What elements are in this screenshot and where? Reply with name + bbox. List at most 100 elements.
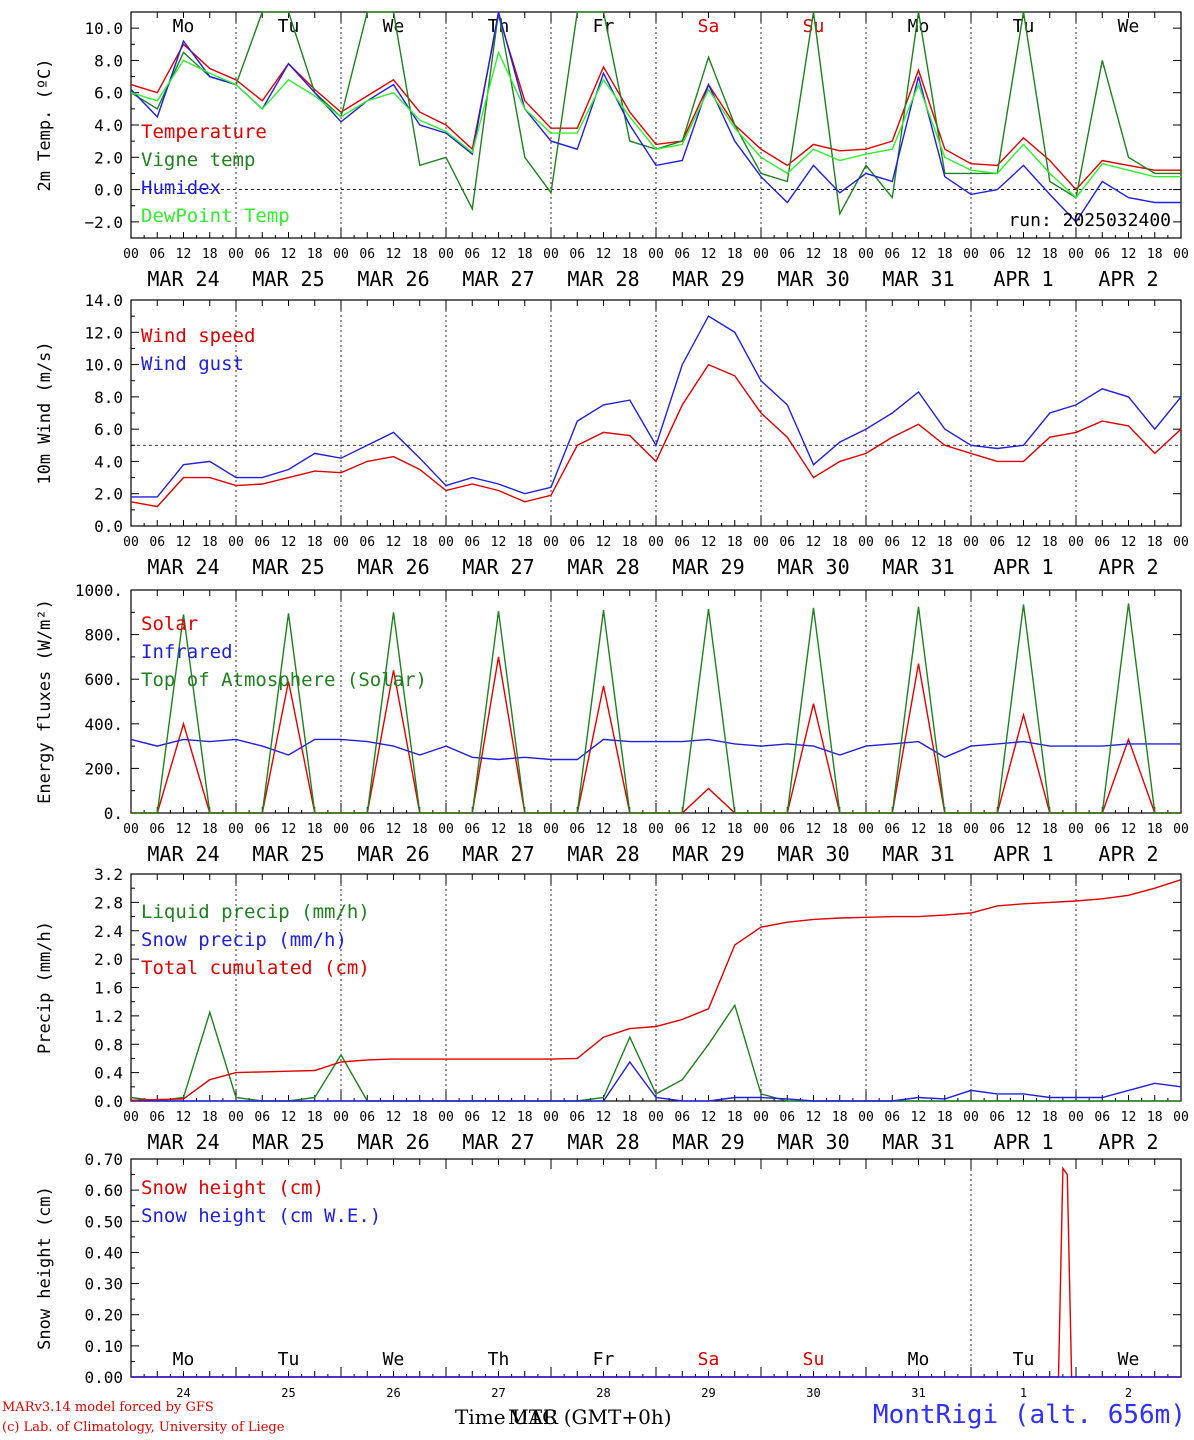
x-hour-label: 12 <box>596 822 612 837</box>
x-hour-label: 00 <box>753 822 769 837</box>
x-hour-label: 00 <box>228 822 244 837</box>
x-hour-label: 00 <box>333 1110 349 1125</box>
x-hour-label: 00 <box>753 1110 769 1125</box>
y-axis-label: Snow height (cm) <box>35 1186 55 1350</box>
y-tick-label: 2.4 <box>94 922 123 941</box>
x-hour-label: 06 <box>989 535 1005 550</box>
x-hour-label: 06 <box>884 1110 900 1125</box>
series-line-total-cumulated-cm- <box>130 879 1182 1101</box>
y-tick-label: 8.0 <box>94 388 123 407</box>
weekday-label: We <box>1118 16 1140 37</box>
x-hour-label: 00 <box>543 535 559 550</box>
legend-entry: Infrared <box>141 641 233 663</box>
y-tick-label: 0.20 <box>84 1306 123 1325</box>
y-tick-label: 200. <box>84 759 123 778</box>
x-hour-label: 18 <box>727 1110 743 1125</box>
x-hour-label: 06 <box>254 1110 270 1125</box>
y-tick-label: 400. <box>84 715 123 734</box>
x-hour-label: 18 <box>412 822 428 837</box>
x-hour-label: 12 <box>1121 822 1137 837</box>
x-hour-label: 06 <box>989 247 1005 262</box>
run-annotation: run: 2025032400 <box>1008 210 1171 231</box>
series-line-dewpoint-temp <box>130 50 1181 199</box>
weekday-label: We <box>383 1349 405 1370</box>
x-date-label: MAR 27 <box>462 555 534 579</box>
x-hour-label: 00 <box>1173 1110 1189 1125</box>
x-date-label: MAR 29 <box>672 555 744 579</box>
y-axis-label: Energy fluxes (W/m²) <box>35 599 55 804</box>
x-hour-label: 00 <box>1173 247 1189 262</box>
x-date-label: APR 1 <box>993 1130 1053 1154</box>
x-hour-label: 12 <box>701 1110 717 1125</box>
y-axis-label: Precip (mm/h) <box>35 921 55 1054</box>
x-hour-label: 00 <box>648 822 664 837</box>
lab-credit: (c) Lab. of Climatology, University of L… <box>2 1420 285 1435</box>
y-tick-label: 0.4 <box>94 1064 123 1083</box>
x-hour-label: 12 <box>491 247 507 262</box>
x-hour-label: 06 <box>1094 1110 1110 1125</box>
x-hour-label: 18 <box>727 535 743 550</box>
x-hour-label: 06 <box>989 1110 1005 1125</box>
x-hour-label: 00 <box>753 535 769 550</box>
x-date-label: APR 2 <box>1098 842 1158 866</box>
x-hour-label: 00 <box>543 822 559 837</box>
x-date-label: MAR 24 <box>147 1130 219 1154</box>
x-date-label: MAR 26 <box>357 1130 429 1154</box>
x-hour-label: 00 <box>648 1110 664 1125</box>
x-hour-label: 18 <box>622 247 638 262</box>
x-hour-label: 18 <box>622 535 638 550</box>
x-hour-label: 06 <box>779 535 795 550</box>
x-hour-label: 06 <box>674 247 690 262</box>
x-hour-label: 18 <box>307 247 323 262</box>
x-date-label: APR 2 <box>1098 267 1158 291</box>
x-date-label: MAR 28 <box>567 842 639 866</box>
series-line-snow-precip-mm-h- <box>131 1060 1182 1102</box>
legend-entry: Wind gust <box>141 353 244 375</box>
y-tick-label: 0.60 <box>84 1181 123 1200</box>
x-hour-label: 12 <box>281 822 297 837</box>
day-number-label: 1 <box>1020 1386 1027 1400</box>
x-hour-label: 12 <box>806 247 822 262</box>
y-axis-label: 2m Temp. (ºC) <box>35 58 55 191</box>
plot-frame <box>130 299 1182 527</box>
y-tick-label: −2.0 <box>84 213 123 232</box>
x-hour-label: 12 <box>806 535 822 550</box>
x-hour-label: 12 <box>386 247 402 262</box>
x-hour-label: 00 <box>438 535 454 550</box>
x-hour-label: 18 <box>1042 822 1058 837</box>
y-tick-label: 1.6 <box>94 979 123 998</box>
x-hour-label: 00 <box>858 1110 874 1125</box>
x-hour-label: 18 <box>1042 247 1058 262</box>
x-hour-label: 06 <box>359 535 375 550</box>
x-hour-label: 00 <box>858 822 874 837</box>
x-date-label: MAR 29 <box>672 842 744 866</box>
x-hour-label: 12 <box>176 822 192 837</box>
x-date-label: MAR 27 <box>462 842 534 866</box>
x-date-label: APR 2 <box>1098 1130 1158 1154</box>
x-hour-label: 00 <box>1068 1110 1084 1125</box>
x-hour-label: 06 <box>884 247 900 262</box>
x-hour-label: 00 <box>963 1110 979 1125</box>
y-tick-label: 0.0 <box>94 181 123 200</box>
x-hour-label: 12 <box>386 535 402 550</box>
x-hour-label: 12 <box>176 247 192 262</box>
x-hour-label: 06 <box>779 822 795 837</box>
series-line-temperature <box>130 14 1181 191</box>
legend-entry: Humidex <box>141 177 221 199</box>
x-hour-label: 00 <box>1068 247 1084 262</box>
x-date-label: MAR 27 <box>462 1130 534 1154</box>
x-hour-label: 06 <box>674 535 690 550</box>
y-tick-label: 6.0 <box>94 420 123 439</box>
x-hour-label: 06 <box>359 247 375 262</box>
x-hour-label: 06 <box>254 822 270 837</box>
day-number-label: 29 <box>701 1386 715 1400</box>
x-hour-label: 18 <box>307 822 323 837</box>
x-hour-label: 12 <box>1016 247 1032 262</box>
x-hour-label: 06 <box>569 1110 585 1125</box>
x-hour-label: 12 <box>281 1110 297 1125</box>
x-hour-label: 06 <box>674 1110 690 1125</box>
x-hour-label: 18 <box>832 247 848 262</box>
x-hour-label: 18 <box>202 247 218 262</box>
x-hour-label: 12 <box>596 1110 612 1125</box>
x-hour-label: 06 <box>464 822 480 837</box>
